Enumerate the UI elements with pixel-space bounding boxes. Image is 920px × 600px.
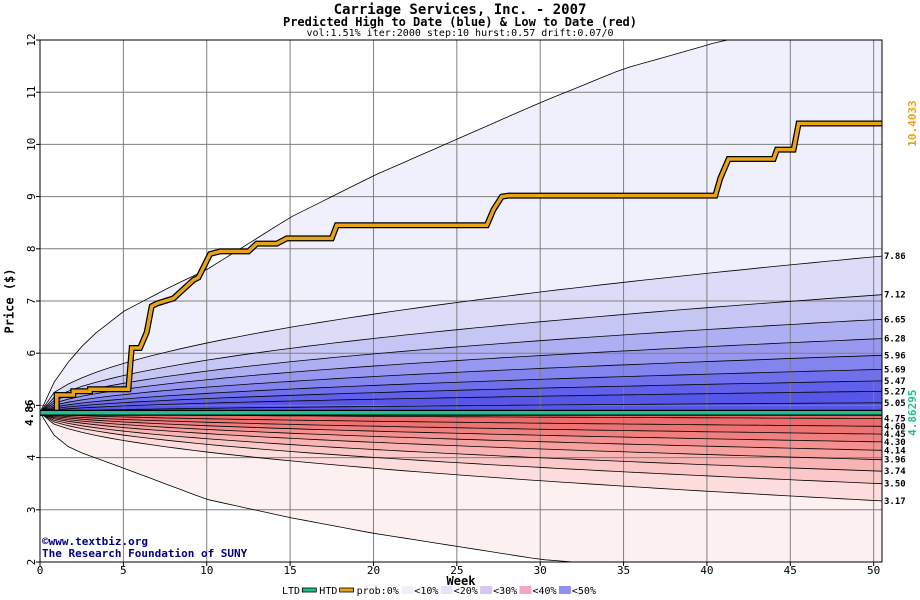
quantile-line (40, 294, 882, 413)
legend-bin-swatch (401, 586, 414, 594)
quantile-line (40, 354, 882, 414)
quantile-end-label: 5.96 (884, 351, 906, 361)
quantile-line (40, 412, 882, 435)
low-envelope-line (40, 412, 882, 562)
legend-ltd-label: LTD (282, 586, 300, 597)
quantile-line (40, 412, 882, 451)
quantile-line (40, 412, 882, 502)
y-tick-label: 2 (25, 559, 38, 566)
quantile-end-label: 5.69 (884, 365, 906, 375)
quantile-end-label: 7.86 (884, 252, 906, 262)
x-tick-label: 50 (867, 564, 880, 577)
legend-ltd-swatch (301, 587, 317, 593)
y-axis-title: Price ($) (3, 268, 17, 333)
legend-bin-swatch (519, 586, 532, 594)
y-tick-label: 11 (25, 86, 38, 99)
quantile-end-label: 3.74 (884, 467, 906, 477)
x-tick-label: 5 (120, 564, 127, 577)
quantile-end-label: 3.50 (884, 480, 906, 490)
legend-bin-label: <20% (454, 586, 478, 597)
legend-htd-swatch (339, 587, 355, 593)
quantile-end-label: 5.27 (884, 387, 906, 397)
quantile-line (40, 369, 882, 414)
quantile-line (40, 338, 882, 414)
x-tick-label: 15 (283, 564, 296, 577)
htd-line (40, 121, 882, 415)
x-tick-label: 10 (200, 564, 213, 577)
quantile-end-label: 3.17 (884, 497, 906, 507)
quantile-end-label: 4.30 (884, 438, 906, 448)
quantile-end-label: 4.45 (884, 430, 906, 440)
x-tick-label: 40 (700, 564, 713, 577)
x-tick-label: 45 (784, 564, 797, 577)
ltd-end-label: 4.86295 (906, 390, 919, 436)
legend-bin-label: <50% (572, 586, 596, 597)
legend-htd-label: HTD (319, 586, 337, 597)
quantile-line (40, 412, 882, 443)
x-tick-label: 30 (534, 564, 547, 577)
quantile-end-label: 6.28 (884, 335, 906, 345)
quantile-end-label: 5.05 (884, 399, 906, 409)
quantile-end-label: 7.12 (884, 291, 906, 301)
y-tick-label: 10 (25, 138, 38, 151)
y-tick-label: 9 (25, 193, 38, 200)
quantile-line (40, 380, 882, 414)
watermark-org: The Research Foundation of SUNY (42, 547, 248, 560)
quantile-line (40, 412, 882, 472)
high-envelope-line (40, 40, 882, 413)
axis-labels: 0 5 10 15 20 25 30 35 40 45 50234567891011124.86We… (3, 33, 920, 588)
quantile-line (40, 412, 882, 461)
series-lines (40, 120, 882, 416)
htd-end-label: 10.4033 (906, 100, 919, 146)
axes (36, 39, 883, 566)
chart-title: Carriage Services, Inc. - 2007 (333, 2, 587, 18)
legend-bin-label: <40% (533, 586, 557, 597)
legend: LTD HTD prob:0% <10% <20% <30% <40% <50% (282, 586, 596, 597)
chart-subtitle: Predicted High to Date (blue) & Low to D… (282, 15, 637, 29)
chart-parameters: vol:1.51% iter:2000 step:10 hurst:0.57 d… (306, 28, 614, 39)
x-tick-label: 25 (450, 564, 463, 577)
y-tick-label: 4 (25, 454, 38, 461)
quantile-line (40, 255, 882, 413)
quantile-end-label: 3.96 (884, 456, 906, 466)
legend-prob-label: prob:0% (357, 586, 399, 597)
quantile-end-label: 6.65 (884, 315, 906, 325)
quantile-line (40, 402, 882, 414)
legend-bin-label: <30% (493, 586, 517, 597)
watermark-url: ©www.textbiz.org (42, 535, 148, 548)
y-tick-label: 8 (25, 245, 38, 252)
legend-bin-swatch (440, 586, 453, 594)
legend-bin-swatch (480, 586, 493, 594)
y-tick-label: 6 (25, 350, 38, 357)
y-tick-label: 5 (25, 402, 38, 409)
x-tick-label: 35 (617, 564, 630, 577)
quantile-end-label: 4.14 (884, 446, 906, 456)
x-axis-title: Week (447, 574, 477, 588)
quantile-line (40, 412, 882, 485)
quantile-end-label: 4.75 (884, 414, 906, 424)
quantile-lines (40, 40, 882, 562)
quantile-line (40, 390, 882, 414)
quantile-line (40, 318, 882, 414)
legend-bin-swatch (558, 586, 571, 594)
y-tick-label: 7 (25, 298, 38, 305)
start-price-label: 4.86 (23, 399, 36, 426)
y-tick-label: 3 (25, 506, 38, 513)
legend-bin-label: <10% (414, 586, 438, 597)
quantile-end-label: 5.47 (884, 377, 906, 387)
quantile-end-label: 4.60 (884, 422, 906, 432)
quantile-line (40, 412, 882, 427)
x-tick-label: 20 (367, 564, 380, 577)
y-tick-label: 12 (25, 33, 38, 46)
x-tick-label: 0 (37, 564, 44, 577)
